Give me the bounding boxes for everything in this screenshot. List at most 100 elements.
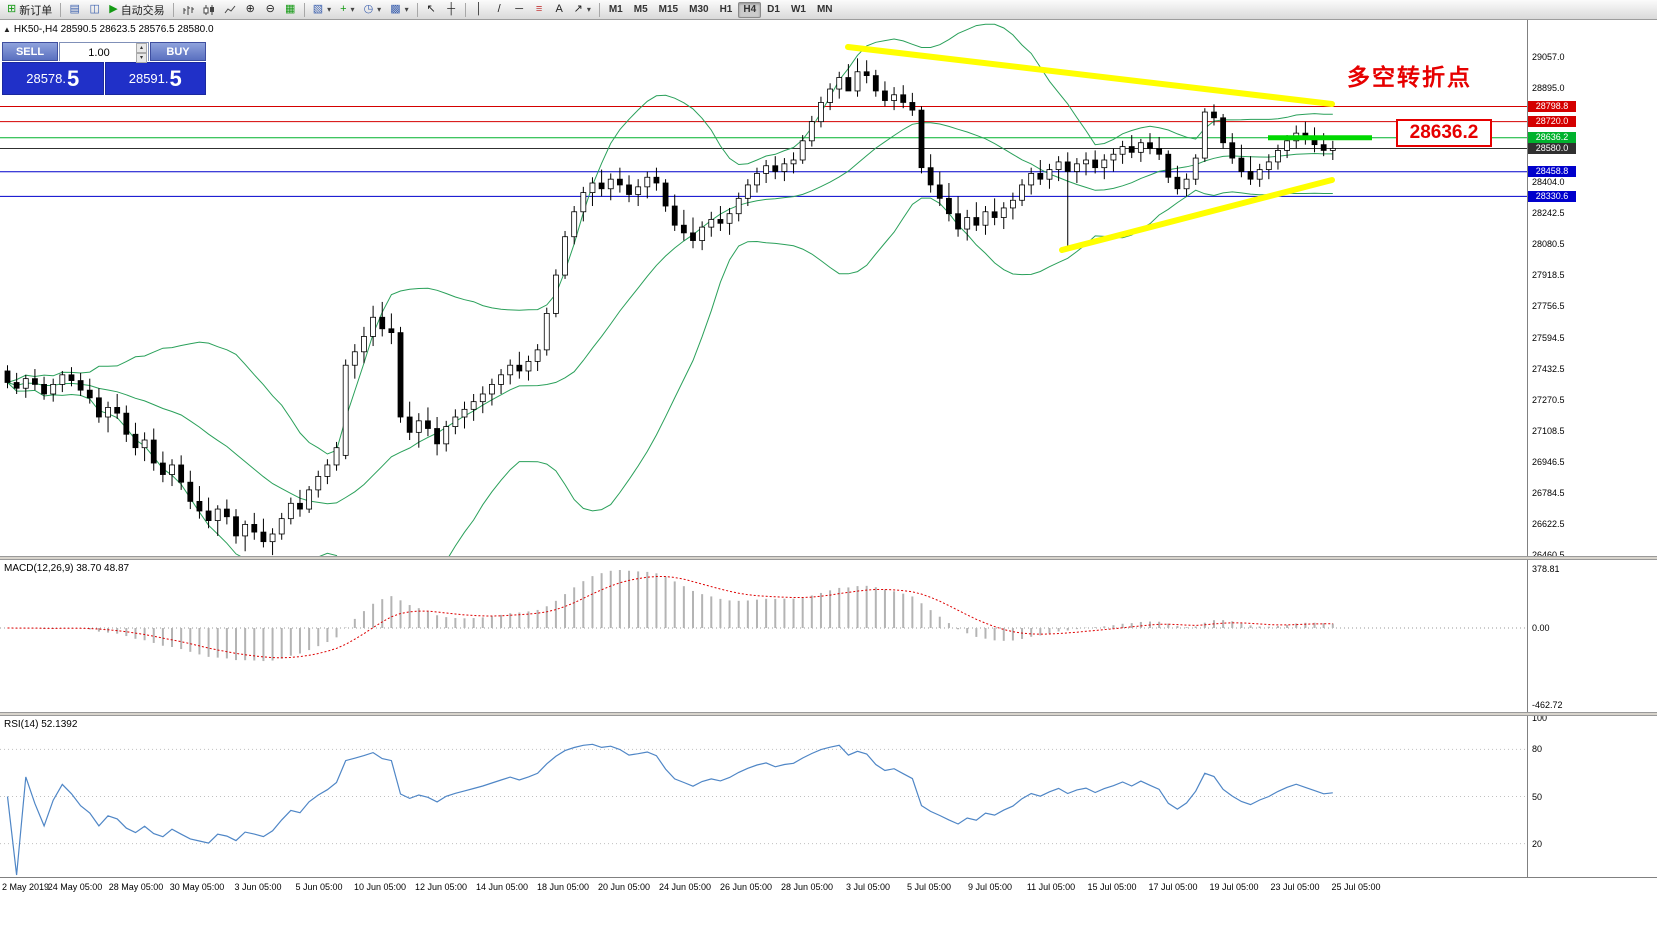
crosshair-icon: ┼ — [447, 3, 455, 15]
chevron-down-icon: ▾ — [377, 5, 382, 14]
timeframe-mn-button[interactable]: MN — [812, 2, 838, 18]
periods-button[interactable]: ◷ ▾ — [360, 1, 386, 18]
rsi-panel[interactable]: RSI(14) 52.1392 — [0, 716, 1527, 877]
time-label: 5 Jul 05:00 — [906, 882, 952, 892]
chevron-down-icon: ▾ — [586, 5, 591, 14]
symbol-ohlc-text: HK50-,H4 28590.5 28623.5 28576.5 28580.0 — [13, 24, 214, 35]
timeframe-m1-button[interactable]: M1 — [604, 2, 628, 18]
timeframe-m15-button[interactable]: M15 — [654, 2, 683, 18]
price-tick: 26784.5 — [1532, 487, 1565, 498]
toolbar-separator — [60, 2, 62, 17]
time-label: 24 Jun 05:00 — [658, 882, 712, 892]
volume-down-spinner[interactable]: ▾ — [136, 53, 147, 63]
toolbar-separator — [464, 2, 466, 17]
zoom-out-button[interactable]: ⊖ — [261, 1, 280, 18]
autotrading-play-icon: ▶ — [109, 3, 118, 15]
trendline-button[interactable]: / — [490, 1, 509, 18]
candlestick-chart-button[interactable] — [199, 1, 219, 18]
price-level-label-current-price: 28580.0 — [1528, 142, 1576, 154]
sell-price-main: 28578. — [26, 71, 66, 86]
arrows-tool-button[interactable]: ↗ ▾ — [570, 1, 595, 18]
profiles-button[interactable]: ◫ — [85, 1, 104, 18]
one-click-trading-panel: SELL ▴ ▾ BUY 28578.5 28591.5 — [2, 42, 206, 95]
time-label: 12 Jun 05:00 — [414, 882, 468, 892]
toolbar-separator — [416, 2, 418, 17]
main-chart-panel[interactable]: ▲ HK50-,H4 28590.5 28623.5 28576.5 28580.… — [0, 20, 1527, 556]
timeframe-h4-button[interactable]: H4 — [738, 1, 762, 18]
timeframe-w1-button[interactable]: W1 — [786, 2, 811, 18]
price-tick: 27756.5 — [1532, 301, 1565, 312]
macd-axis-label: 378.81 — [1532, 564, 1560, 574]
bar-chart-icon — [183, 5, 194, 15]
time-label: 3 Jun 05:00 — [234, 882, 282, 892]
zoom-in-button[interactable]: ⊕ — [241, 1, 260, 18]
price-tick: 26460.5 — [1532, 550, 1565, 560]
text-tool-button[interactable]: A — [550, 1, 569, 18]
rsi-axis-label: 80 — [1532, 744, 1543, 755]
turning-point-annotation[interactable]: 多空转折点 — [1347, 64, 1472, 90]
price-level-label-support: 28330.6 — [1528, 190, 1576, 202]
macd-label: MACD(12,26,9) 38.70 48.87 — [4, 563, 130, 574]
price-axis[interactable]: 29057.0 28895.0 28404.0 28242.5 28080.5 27918… — [1527, 20, 1657, 877]
tile-windows-button[interactable]: ▦ — [281, 1, 300, 18]
macd-signal-line — [7, 576, 1333, 659]
time-label: 9 Jul 05:00 — [967, 882, 1013, 892]
volume-input[interactable] — [60, 44, 148, 62]
fibonacci-button[interactable]: ≡ — [530, 1, 549, 18]
time-label: 15 Jul 05:00 — [1087, 882, 1137, 892]
buy-price-main: 28591. — [128, 71, 169, 86]
price-tick: 28242.5 — [1532, 208, 1565, 219]
macd-chart[interactable] — [0, 560, 1527, 712]
charts-window-button[interactable]: ▤ — [65, 1, 84, 18]
candlestick-chart-icon — [203, 4, 214, 15]
new-order-button[interactable]: ⊞ 新订单 — [3, 1, 56, 18]
timeframe-m30-button[interactable]: M30 — [684, 2, 713, 18]
bollinger-band — [7, 23, 1333, 455]
price-level-label-resistance: 28798.8 — [1528, 101, 1576, 113]
arrows-tool-icon: ↗ — [573, 3, 583, 15]
macd-panel[interactable]: MACD(12,26,9) 38.70 48.87 — [0, 560, 1527, 712]
price-tick: 27432.5 — [1532, 363, 1565, 374]
rsi-chart[interactable] — [0, 716, 1527, 877]
cursor-button[interactable]: ↖ — [422, 1, 441, 18]
templates-button[interactable]: ▩ ▾ — [386, 1, 412, 18]
sell-button[interactable]: SELL — [2, 42, 58, 61]
macd-axis-label: 0.00 — [1532, 623, 1550, 633]
volume-field[interactable]: ▴ ▾ — [59, 42, 149, 63]
new-chart-button[interactable]: + ▾ — [336, 1, 358, 18]
time-label: 10 Jun 05:00 — [353, 882, 407, 892]
autotrading-button[interactable]: ▶ 自动交易 — [105, 1, 168, 18]
collapse-trade-panel-icon[interactable]: ▲ — [3, 25, 11, 34]
time-axis[interactable]: 2 May 2019 24 May 05:00 28 May 05:00 30 May… — [0, 877, 1657, 898]
vertical-line-button[interactable]: │ — [470, 1, 489, 18]
cascade-windows-button[interactable]: ▧ ▾ — [309, 1, 335, 18]
line-chart-button[interactable] — [220, 1, 240, 18]
horizontal-line-icon: ─ — [515, 3, 523, 15]
price-callout-box[interactable]: 28636.2 — [1396, 119, 1492, 147]
new-order-label: 新订单 — [19, 4, 53, 17]
price-level-label-resistance: 28720.0 — [1528, 116, 1576, 128]
timeframe-toolbar: M1 M5 M15 M30 H1 H4 D1 W1 MN — [604, 1, 838, 18]
buy-price[interactable]: 28591. 5 — [104, 62, 206, 95]
price-tick: 27108.5 — [1532, 425, 1565, 436]
macd-histogram — [15, 570, 1334, 662]
buy-button[interactable]: BUY — [150, 42, 206, 61]
horizontal-line-button[interactable]: ─ — [510, 1, 529, 18]
panel-splitter[interactable] — [0, 556, 1657, 560]
toolbar-separator — [172, 2, 174, 17]
bar-chart-button[interactable] — [178, 1, 198, 18]
buy-price-big-digit: 5 — [169, 65, 182, 91]
chart-ohlc-header: ▲ HK50-,H4 28590.5 28623.5 28576.5 28580.… — [3, 24, 214, 35]
sell-price[interactable]: 28578. 5 — [2, 62, 104, 95]
panel-splitter[interactable] — [0, 712, 1657, 716]
candlestick-chart[interactable] — [0, 20, 1527, 556]
timeframe-m5-button[interactable]: M5 — [629, 2, 653, 18]
volume-up-spinner[interactable]: ▴ — [136, 43, 147, 53]
price-tick: 27594.5 — [1532, 332, 1565, 343]
toolbar-separator — [303, 2, 305, 17]
crosshair-button[interactable]: ┼ — [442, 1, 461, 18]
rsi-label: RSI(14) 52.1392 — [4, 719, 78, 730]
time-label: 2 May 2019 — [2, 882, 50, 892]
timeframe-d1-button[interactable]: D1 — [762, 2, 785, 18]
timeframe-h1-button[interactable]: H1 — [715, 2, 738, 18]
